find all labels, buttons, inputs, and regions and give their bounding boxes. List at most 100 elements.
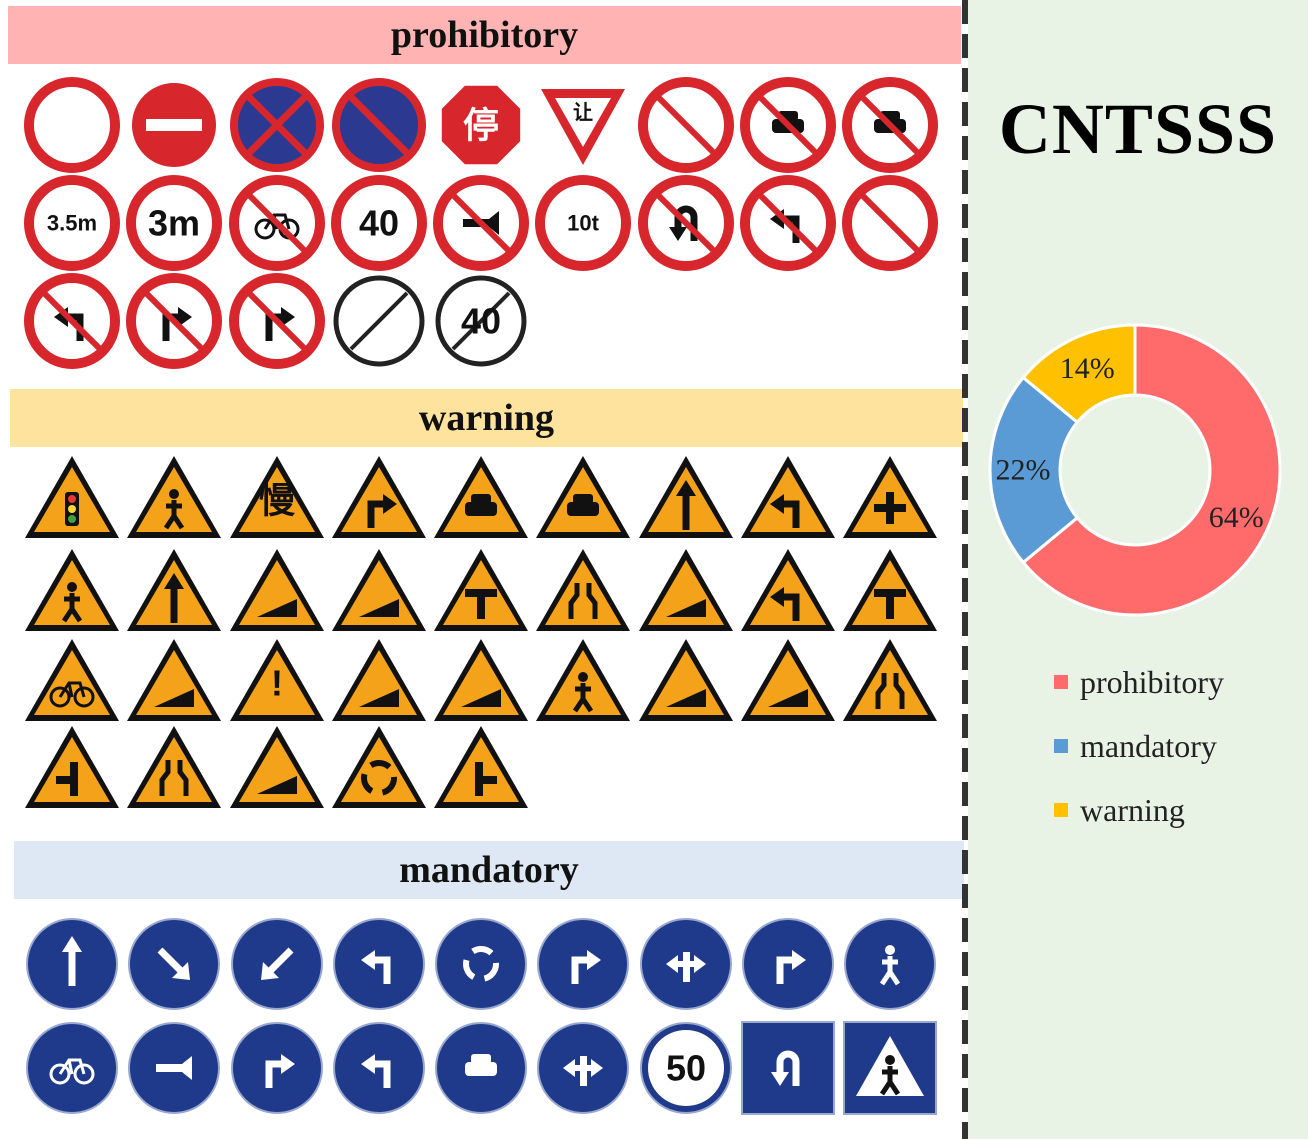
no-left-right-turn-sign-icon bbox=[229, 273, 325, 369]
no-parking-sign-icon bbox=[332, 78, 426, 172]
falling-rocks-left-warning-icon bbox=[434, 639, 528, 721]
weight-limit-sign-icon: 10t bbox=[535, 175, 631, 271]
lanes-split-warning-icon bbox=[639, 456, 733, 538]
stop-sign-icon: 停 bbox=[438, 82, 524, 168]
legend-item-mandatory: mandatory bbox=[1054, 714, 1294, 778]
no-bicycles-sign-icon bbox=[229, 175, 325, 271]
donut-slice-mandatory bbox=[988, 375, 1080, 565]
warning-header: warning bbox=[10, 389, 963, 447]
road-narrows-both-warning-icon bbox=[843, 639, 937, 721]
children-warning-icon bbox=[536, 639, 630, 721]
height-limit-sign-icon: 3.5m bbox=[24, 175, 120, 271]
no-straight-right-sign-icon bbox=[842, 175, 938, 271]
traffic-light-warning-icon bbox=[25, 456, 119, 538]
pedestrian-crossing-warning-icon bbox=[25, 549, 119, 631]
legend-label-warning: warning bbox=[1080, 791, 1185, 828]
keep-left-sign-icon bbox=[231, 918, 323, 1010]
danger-warning-text: ! bbox=[271, 663, 283, 704]
two-way-traffic-warning-icon bbox=[127, 549, 221, 631]
turn-left-sign-icon bbox=[333, 1022, 425, 1114]
end-speed-limit-sign-icon: 40 bbox=[435, 275, 527, 367]
donut-slice-warning bbox=[1021, 323, 1137, 425]
straight-or-right-split-sign-icon bbox=[231, 1022, 323, 1114]
chart-legend: prohibitory mandatory warning bbox=[1054, 650, 1294, 842]
no-entry-sign-icon bbox=[130, 81, 218, 169]
road-works-warning-icon bbox=[127, 456, 221, 538]
legend-swatch-prohibitory bbox=[1054, 675, 1068, 689]
turn-right-sign-icon bbox=[742, 918, 834, 1010]
winding-road-warning-icon bbox=[332, 549, 426, 631]
class-distribution-donut-chart: 64% 22% 14% bbox=[988, 323, 1282, 617]
no-stopping-sign-icon bbox=[230, 78, 324, 172]
cliff-warning-icon bbox=[639, 639, 733, 721]
slow-warning-icon: 慢 bbox=[230, 456, 324, 538]
no-vehicles-sign-icon bbox=[24, 77, 120, 173]
t-junction-warning-icon bbox=[434, 549, 528, 631]
end-no-overtaking-sign-icon bbox=[333, 275, 425, 367]
tunnel-warning-icon bbox=[332, 639, 426, 721]
no-cars-sign-icon bbox=[842, 77, 938, 173]
straight-or-left-sign-icon bbox=[333, 918, 425, 1010]
side-road-left-warning-icon bbox=[25, 726, 119, 808]
pedestrians-sign-icon bbox=[844, 918, 936, 1010]
keep-right-sign-icon bbox=[128, 918, 220, 1010]
statistics-panel: CNTSSS 64% 22% 14% prohibitory mandatory w… bbox=[968, 0, 1308, 1139]
weight-limit-sign-text: 10t bbox=[567, 211, 599, 236]
roundabout-sign-icon bbox=[435, 918, 527, 1010]
no-left-straight-sign-icon bbox=[740, 175, 836, 271]
stop-sign-text: 停 bbox=[463, 105, 499, 146]
speed-limit-sign-text: 40 bbox=[359, 203, 399, 244]
road-narrows-right-warning-icon bbox=[127, 726, 221, 808]
bumpy-road-warning-icon bbox=[127, 639, 221, 721]
mandatory-header: mandatory bbox=[14, 841, 964, 899]
danger-warning-icon: ! bbox=[230, 639, 324, 721]
width-limit-sign-icon: 3m bbox=[126, 175, 222, 271]
steep-descent-warning-icon bbox=[230, 549, 324, 631]
y-junction-warning-icon bbox=[843, 549, 937, 631]
straight-or-right-sign-icon bbox=[537, 918, 629, 1010]
height-limit-sign-text: 3.5m bbox=[47, 211, 97, 236]
crosswalk-sign-icon bbox=[843, 1021, 937, 1115]
left-curve-warning-icon bbox=[741, 549, 835, 631]
donut-slice-prohibitory bbox=[1021, 323, 1282, 617]
width-limit-sign-text: 3m bbox=[148, 203, 200, 244]
legend-item-warning: warning bbox=[1054, 778, 1294, 842]
motor-vehicle-lane-sign-icon bbox=[435, 1022, 527, 1114]
narrow-road-warning-icon bbox=[536, 549, 630, 631]
no-trucks-sign-icon bbox=[740, 77, 836, 173]
left-or-right-sign-icon bbox=[537, 1022, 629, 1114]
legend-label-mandatory: mandatory bbox=[1080, 727, 1217, 764]
ford-warning-icon bbox=[434, 456, 528, 538]
no-overtaking-sign-icon bbox=[638, 77, 734, 173]
legend-item-prohibitory: prohibitory bbox=[1054, 650, 1294, 714]
no-horn-sign-icon bbox=[433, 175, 529, 271]
horn-sign-icon bbox=[128, 1022, 220, 1114]
legend-swatch-mandatory bbox=[1054, 739, 1068, 753]
prohibitory-header: prohibitory bbox=[8, 6, 961, 64]
no-right-turn-sign-icon bbox=[126, 273, 222, 369]
u-turn-sign-icon bbox=[741, 1021, 835, 1115]
sign-grid: 停 让 3.5m 3m 40 10t 40 慢! 50 bbox=[24, 77, 938, 1115]
roundabout-warning-icon bbox=[332, 726, 426, 808]
cyclists-warning-icon bbox=[25, 639, 119, 721]
bicycle-lane-sign-icon bbox=[26, 1022, 118, 1114]
donut-label-prohibitory: 64% bbox=[1209, 501, 1264, 534]
merge-left-warning-icon bbox=[741, 456, 835, 538]
accident-warning-icon bbox=[536, 456, 630, 538]
minimum-speed-sign-icon: 50 bbox=[640, 1022, 732, 1114]
no-left-turn-sign-icon bbox=[24, 273, 120, 369]
speed-limit-sign-icon: 40 bbox=[331, 175, 427, 271]
sign-examples-panel: prohibitory warning mandatory 停 让 3.5m 3m 40… bbox=[8, 6, 964, 1115]
legend-label-prohibitory: prohibitory bbox=[1080, 663, 1224, 700]
side-road-right-warning-icon bbox=[434, 726, 528, 808]
series-of-bends-warning-icon bbox=[230, 726, 324, 808]
dataset-name: CNTSSS bbox=[998, 89, 1278, 169]
all-directions-sign-icon bbox=[640, 918, 732, 1010]
slow-warning-text: 慢 bbox=[259, 480, 295, 521]
crossroads-warning-icon bbox=[843, 456, 937, 538]
merge-right-warning-icon bbox=[332, 456, 426, 538]
dashed-divider bbox=[962, 0, 968, 1139]
straight-ahead-sign-icon bbox=[26, 918, 118, 1010]
no-u-turn-sign-icon bbox=[638, 175, 734, 271]
steep-ascent-warning-icon bbox=[639, 549, 733, 631]
